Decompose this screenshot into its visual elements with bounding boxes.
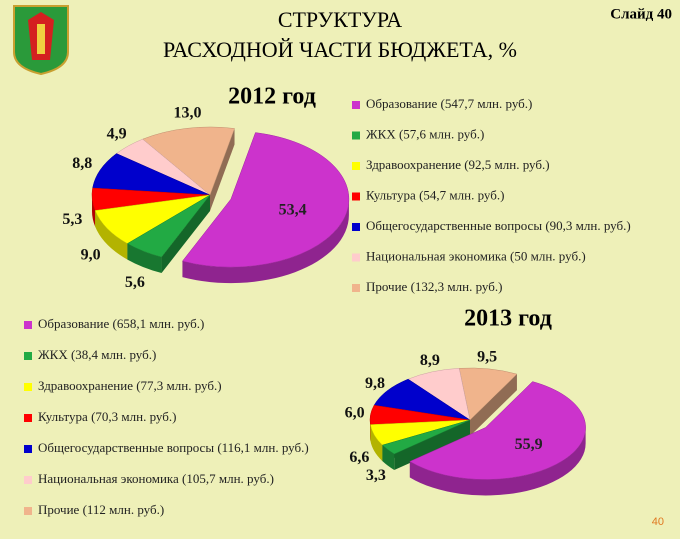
legend-label: Культура (70,3 млн. руб.) (38, 409, 176, 424)
pie-slice (381, 419, 471, 470)
slice-top (182, 132, 350, 268)
legend-label: Национальная экономика (105,7 млн. руб.) (38, 471, 274, 486)
legend-marker (352, 131, 360, 140)
legend-marker (352, 162, 360, 170)
data-label: 9,8 (365, 375, 385, 392)
slice-wall (470, 374, 517, 436)
legend-marker (352, 284, 360, 292)
legend-marker (24, 383, 32, 391)
legend-marker (24, 445, 32, 453)
data-label: 9,5 (477, 348, 497, 365)
data-label: 8,9 (420, 352, 440, 369)
slice-top (126, 194, 211, 258)
pie-slice (182, 132, 350, 284)
slice-side (127, 243, 162, 274)
data-label: 6,6 (349, 449, 369, 466)
legend-marker (24, 352, 32, 360)
page-number: 40 (652, 516, 664, 528)
chart-title: 2013 год (464, 306, 552, 332)
legend-label: Национальная экономика (50 млн. руб.) (366, 248, 586, 263)
legend-marker (352, 192, 360, 201)
slice-top (409, 381, 586, 480)
data-label: 5,3 (62, 211, 82, 228)
legend-label: Здравоохранение (77,3 млн. руб.) (38, 378, 222, 393)
slice-top (381, 419, 471, 455)
legend-label: Образование (547,7 млн. руб.) (366, 96, 532, 111)
slice-wall (210, 128, 235, 211)
slice-wall (382, 420, 470, 462)
data-label: 9,0 (81, 246, 101, 263)
chart-title: 2012 год (228, 84, 316, 110)
data-label: 4,9 (107, 126, 127, 143)
legend-label: Образование (658,1 млн. руб.) (38, 316, 204, 331)
legend-marker (24, 321, 32, 329)
slide-title: СТРУКТУРА (278, 7, 402, 32)
data-label: 5,6 (125, 274, 145, 291)
legend-label: Общегосударственные вопросы (116,1 млн. … (38, 440, 309, 455)
slide-label: Слайд 40 (610, 6, 672, 22)
pie-slice (409, 381, 586, 496)
legend-label: Культура (54,7 млн. руб.) (366, 187, 504, 202)
legend-label: Общегосударственные вопросы (90,3 млн. р… (366, 218, 631, 233)
legend-marker (24, 507, 32, 515)
data-label: 53,4 (279, 201, 307, 218)
slice-top (142, 126, 235, 196)
slice-side (382, 445, 395, 470)
legend-label: ЖКХ (57,6 млн. руб.) (366, 126, 484, 141)
legend-marker (352, 223, 360, 231)
slice-side (409, 427, 586, 496)
data-label: 3,3 (366, 467, 386, 484)
data-label: 8,8 (72, 155, 92, 172)
legend-marker (24, 476, 32, 484)
slice-side (95, 210, 128, 260)
legend-label: Прочие (132,3 млн. руб.) (366, 279, 502, 294)
legend-marker (24, 414, 32, 422)
data-label: 13,0 (174, 104, 202, 121)
slice-side (182, 199, 349, 284)
legend-marker (352, 253, 360, 262)
pie-slice (126, 194, 211, 274)
legend-label: ЖКХ (38,4 млн. руб.) (38, 347, 156, 362)
legend-label: Здравоохранение (92,5 млн. руб.) (366, 157, 550, 172)
slide-title: РАСХОДНОЙ ЧАСТИ БЮДЖЕТА, % (163, 37, 517, 62)
data-label: 6,0 (345, 404, 365, 421)
data-label: 55,9 (515, 436, 543, 453)
legend-label: Прочие (112 млн. руб.) (38, 502, 164, 517)
logo (13, 5, 69, 76)
legend-marker (352, 101, 360, 109)
